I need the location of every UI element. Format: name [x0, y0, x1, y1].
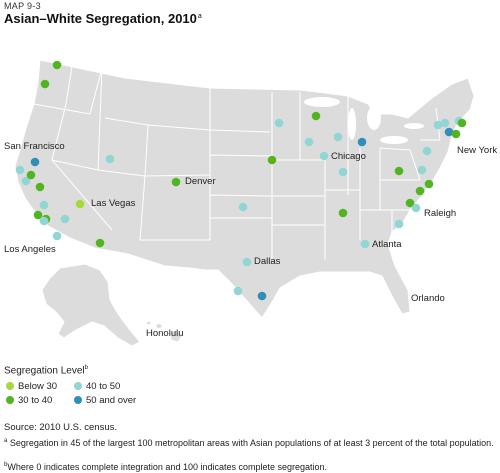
metro-point-24 [238, 202, 248, 212]
metro-point-25 [242, 257, 252, 267]
metro-point-36 [457, 118, 467, 128]
city-label-raleigh: Raleigh [424, 208, 457, 219]
hawaii-island-3 [145, 320, 152, 326]
legend-swatch-40-to-50 [74, 382, 82, 390]
metro-point-17 [267, 155, 277, 165]
city-label-orlando: Orlando [411, 293, 445, 304]
metro-point-28 [338, 167, 348, 177]
legend-label-50-and-over: 50 and over [86, 395, 137, 406]
legend-label-40-to-50: 40 to 50 [86, 381, 121, 392]
source-note: Source: 2010 U.S. census. [4, 422, 118, 433]
map-title-text: Asian–White Segregation, 2010 [4, 11, 197, 26]
lake-superior [304, 97, 340, 107]
legend-label-below-30: Below 30 [18, 381, 58, 392]
metro-point-2 [30, 157, 40, 167]
metro-point-29 [338, 208, 348, 218]
legend-item-40-to-50: 40 to 50 [74, 381, 120, 392]
legend-item-30-to-40: 30 to 40 [6, 395, 52, 406]
metro-point-33 [433, 120, 443, 130]
city-label-san-francisco: San Francisco [4, 141, 65, 152]
lake-huron [367, 106, 381, 130]
city-label-atlanta: Atlanta [372, 239, 402, 250]
metro-point-40 [424, 179, 434, 189]
hawaii-island-main [169, 329, 183, 343]
metro-point-13 [105, 154, 115, 164]
state-borders [33, 65, 441, 260]
footnote-a-text: Segregation in 45 of the largest 100 met… [9, 438, 494, 448]
metro-point-30 [394, 166, 404, 176]
us-map [14, 59, 475, 347]
legend-title-footnote-marker: b [84, 365, 88, 371]
metro-point-23 [357, 137, 367, 147]
metro-point-21 [319, 151, 329, 161]
metro-point-14 [75, 199, 85, 209]
metro-point-0 [52, 60, 62, 70]
metro-point-16 [171, 177, 181, 187]
metro-point-19 [304, 137, 314, 147]
metro-point-22 [333, 132, 343, 142]
city-label-honolulu: Honolulu [146, 328, 184, 339]
metro-point-43 [394, 219, 404, 229]
lake-michigan [348, 108, 356, 140]
metro-point-12 [52, 231, 62, 241]
metro-point-10 [39, 216, 49, 226]
metro-point-27 [233, 286, 243, 296]
lake-erie [380, 136, 408, 144]
city-label-dallas: Dallas [254, 256, 281, 267]
metro-point-11 [60, 214, 70, 224]
legend-title: Segregation Levelb [4, 365, 88, 376]
legend-item-50-and-over: 50 and over [74, 395, 136, 406]
map-title: Asian–White Segregation, 2010a [4, 11, 202, 26]
metro-point-42 [411, 203, 421, 213]
metro-point-8 [33, 210, 43, 220]
metro-point-18 [274, 118, 284, 128]
legend-swatch-50-and-over [74, 396, 82, 404]
metro-point-15 [95, 238, 105, 248]
legend-title-text: Segregation Level [4, 365, 85, 377]
legend-label-30-to-40: 30 to 40 [18, 395, 53, 406]
alaska-landmass [41, 263, 141, 347]
city-label-los-angeles: Los Angeles [4, 244, 56, 255]
metro-point-20 [311, 111, 321, 121]
footnote-b-marker: b [4, 462, 8, 468]
city-label-new-york: New York [457, 145, 498, 156]
footnote-b: bWhere 0 indicates complete integration … [4, 460, 498, 472]
metro-point-3 [15, 165, 25, 175]
metro-point-41 [415, 186, 425, 196]
map-title-footnote-marker: a [197, 12, 202, 20]
metro-point-44 [360, 239, 370, 249]
metro-point-31 [405, 198, 415, 208]
city-label-chicago: Chicago [331, 151, 366, 162]
metro-point-34 [440, 118, 450, 128]
metro-point-5 [26, 170, 36, 180]
great-lakes [304, 97, 424, 144]
map-label: MAP 9-3 [4, 1, 41, 11]
state-border-lines [33, 65, 441, 260]
metro-point-37 [451, 129, 461, 139]
legend-swatch-below-30 [6, 382, 14, 390]
metro-point-7 [39, 200, 49, 210]
metro-point-39 [417, 165, 427, 175]
metro-point-1 [40, 79, 50, 89]
footnote-b-text: Where 0 indicates complete integration a… [7, 462, 328, 472]
legend-item-below-30: Below 30 [6, 381, 57, 392]
metro-point-6 [35, 182, 45, 192]
metro-point-38 [422, 146, 432, 156]
contiguous-us-landmass [14, 59, 475, 319]
city-label-denver: Denver [185, 176, 216, 187]
footnote-a: a Segregation in 45 of the largest 100 m… [4, 436, 498, 448]
footnote-a-marker: a [4, 438, 8, 444]
hawaii-island-2 [154, 322, 164, 330]
metro-point-4 [21, 176, 31, 186]
metro-point-26 [257, 291, 267, 301]
metro-point-32 [444, 127, 454, 137]
legend-swatch-30-to-40 [6, 396, 14, 404]
land-masses [14, 59, 475, 347]
lake-ontario [404, 123, 424, 129]
city-label-las-vegas: Las Vegas [91, 198, 136, 209]
metro-points [15, 60, 467, 301]
